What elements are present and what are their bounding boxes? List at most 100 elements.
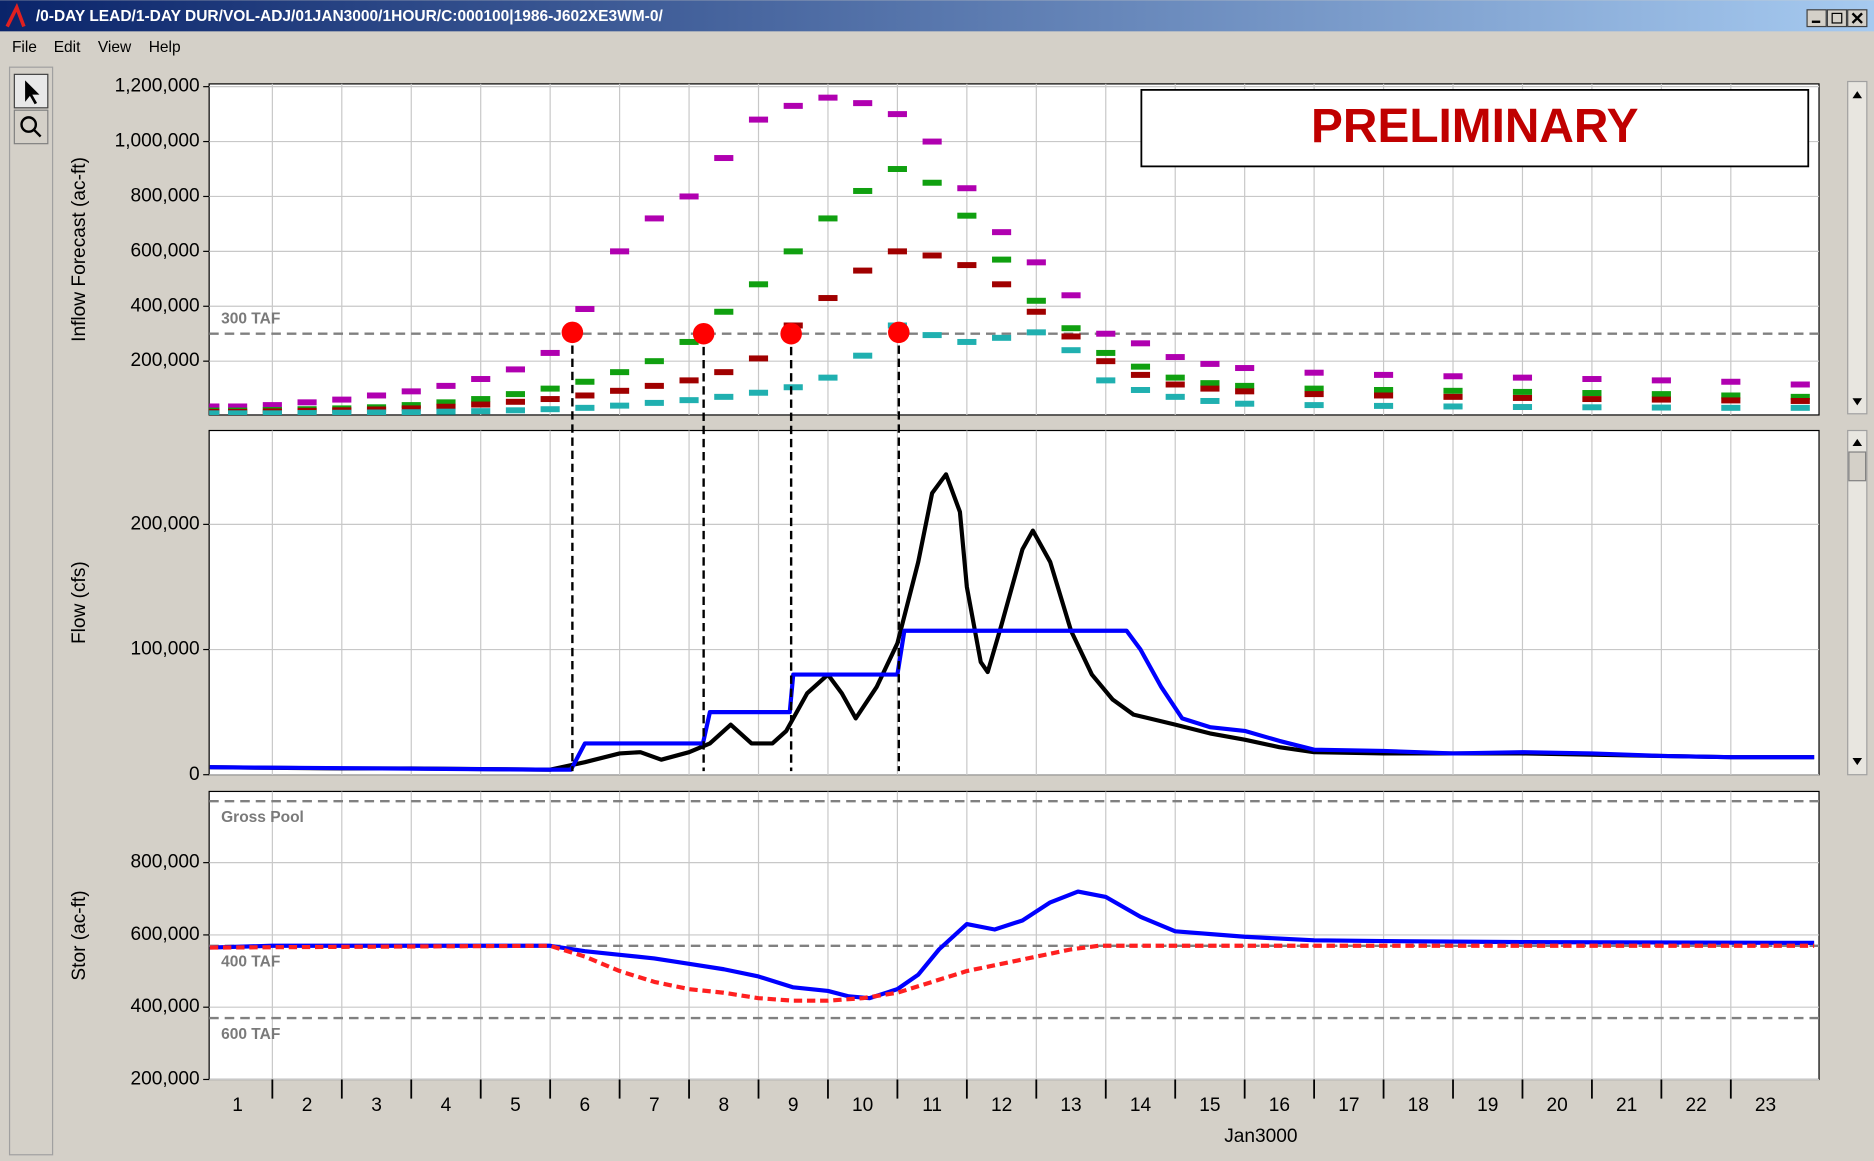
forecast-dash (1721, 392, 1741, 399)
x-tick-label: 23 (1755, 1095, 1776, 1116)
forecast-dash (610, 402, 630, 409)
forecast-dash (1061, 347, 1081, 354)
x-tick-label: 4 (441, 1095, 452, 1116)
y-tick-label: 200,000 (131, 513, 200, 534)
maximize-glyph (1831, 12, 1843, 24)
y-tick-label: 800,000 (131, 852, 200, 873)
forecast-dash (1130, 363, 1151, 370)
menu-item[interactable]: File (12, 39, 37, 56)
forecast-dash (1096, 349, 1116, 356)
forecast-dash (209, 403, 220, 410)
y-tick-label: 1,200,000 (115, 76, 200, 97)
forecast-dash (1582, 404, 1602, 411)
forecast-dash (366, 409, 387, 415)
series-line (209, 472, 1815, 772)
annotation: PRELIMINARY (1311, 100, 1639, 153)
forecast-dash (1374, 387, 1394, 393)
forecast-dash (887, 248, 907, 255)
plots: 200,000 400,000 600,000 800,000 1,000,000 1,2… (69, 76, 1820, 1147)
scroll-thumb[interactable] (1848, 451, 1867, 482)
forecast-trigger-dot (780, 322, 802, 345)
forecast-dash (1512, 388, 1533, 395)
forecast-dash (644, 399, 664, 406)
forecast-trigger-dot (888, 321, 910, 344)
forecast-dash (401, 409, 421, 415)
forecast-dash (748, 355, 769, 362)
forecast-trigger-dot (561, 321, 584, 344)
y-axis-title: Inflow Forecast (ac-ft) (69, 157, 90, 342)
forecast-dash (679, 397, 699, 404)
forecast-dash (1582, 390, 1602, 396)
scrollbars (1847, 80, 1868, 776)
forecast-dash (679, 377, 699, 384)
y-axis-title: Flow (cfs) (69, 561, 90, 644)
y-tick-label: 200,000 (131, 350, 200, 371)
forecast-dash (748, 389, 769, 396)
forecast-dash (783, 384, 803, 391)
forecast-dash (1165, 374, 1185, 381)
forecast-dash (1304, 402, 1324, 409)
forecast-dash (1443, 403, 1463, 410)
minimize-button[interactable] (1806, 9, 1827, 28)
forecast-dash (818, 215, 838, 222)
maximize-button[interactable] (1826, 9, 1848, 28)
forecast-dash (1651, 377, 1671, 384)
forecast-dash (297, 399, 317, 406)
zoom-tool[interactable] (13, 109, 49, 145)
series-line (209, 943, 1815, 1003)
x-tick-label: 18 (1408, 1095, 1429, 1116)
toolbar-frame (8, 66, 54, 1156)
forecast-dash (714, 308, 734, 315)
forecast-dash (1026, 297, 1046, 304)
forecast-dash (610, 369, 630, 376)
forecast-dash (818, 295, 838, 302)
forecast-dash (471, 408, 491, 415)
menu-item[interactable]: Help (149, 39, 181, 56)
menu-bar: File Edit View Help (12, 39, 181, 56)
forecast-dash (471, 376, 491, 382)
x-tick-label: 3 (371, 1095, 382, 1116)
x-tick-label: 8 (718, 1095, 729, 1116)
forecast-dash (1200, 385, 1220, 392)
forecast-dash (1235, 400, 1255, 407)
forecast-dash (1790, 381, 1810, 388)
scrollbar-top[interactable] (1847, 80, 1868, 415)
x-tick-label: 17 (1338, 1095, 1359, 1116)
forecast-dash (1096, 330, 1116, 337)
menu-item[interactable]: Edit (54, 39, 81, 56)
forecast-dash (1512, 394, 1533, 401)
forecast-dash (1096, 358, 1116, 365)
forecast-dash (887, 166, 907, 172)
forecast-dash (853, 187, 873, 194)
x-tick-label: 2 (302, 1095, 313, 1116)
x-tick-label: 16 (1269, 1095, 1290, 1116)
pointer-icon (25, 80, 40, 105)
y-tick-label: 100,000 (131, 639, 200, 660)
forecast-dash (992, 229, 1012, 236)
forecast-dash (644, 382, 664, 389)
menu-item[interactable]: View (98, 39, 132, 56)
reference-label: 300 TAF (221, 310, 280, 327)
forecast-dash (1130, 340, 1151, 347)
forecast-dash (540, 385, 560, 392)
forecast-dash (1651, 404, 1671, 411)
forecast-dash (262, 402, 282, 409)
forecast-dash (471, 396, 491, 403)
forecast-dash (1443, 393, 1463, 400)
forecast-dash (366, 392, 387, 399)
forecast-dash (610, 387, 630, 394)
forecast-dash (714, 369, 734, 376)
forecast-dash (992, 256, 1012, 263)
forecast-dash (471, 401, 491, 408)
forecast-dash (1790, 397, 1810, 404)
forecast-dash (575, 306, 595, 312)
forecast-dash (1061, 333, 1081, 340)
forecast-dash (1721, 404, 1741, 411)
forecast-dash (436, 382, 456, 389)
forecast-dash (575, 378, 595, 385)
forecast-dash (922, 138, 942, 145)
scrollbar-middle[interactable] (1847, 429, 1868, 776)
forecast-dash (1165, 393, 1185, 400)
x-tick-label: 11 (922, 1095, 942, 1116)
